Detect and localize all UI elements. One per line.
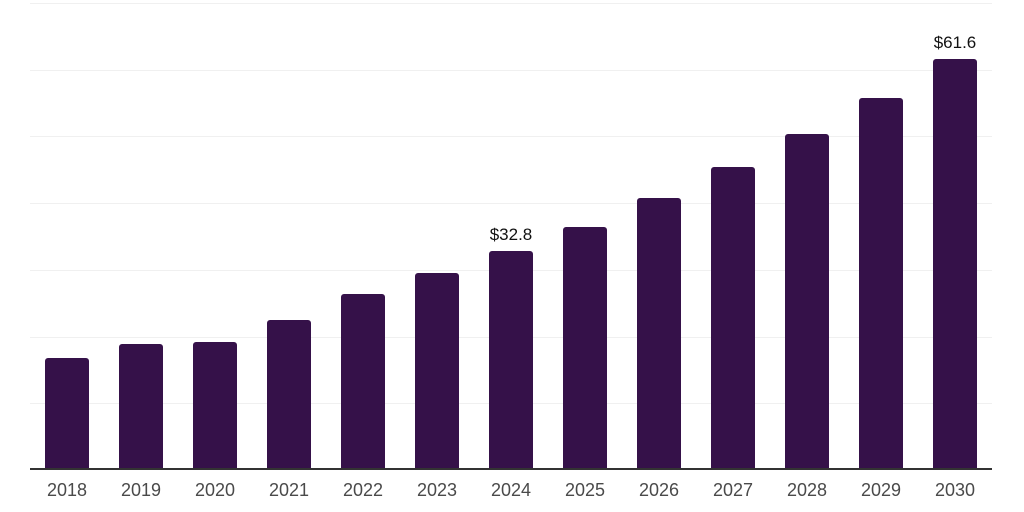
x-tick-label-2021: 2021 [268, 480, 310, 500]
bar-slot-2021 [252, 319, 326, 470]
gridline-70 [30, 3, 992, 4]
bars-row: $32.8 $61.6 [30, 0, 992, 470]
x-tick-label-2027: 2027 [712, 480, 754, 500]
x-tick-label-2018: 2018 [46, 480, 88, 500]
bar-slot-2019 [104, 343, 178, 470]
plot-area: $32.8 $61.6 [30, 0, 992, 470]
x-tick-label-2022: 2022 [342, 480, 384, 500]
x-axis-labels: 2018 2019 2020 2021 2022 2023 2024 2025 2026 2027… [30, 480, 992, 501]
bar-2026[interactable] [637, 197, 681, 470]
x-tick-label-2019: 2019 [120, 480, 162, 500]
x-tick-label-2026: 2026 [638, 480, 680, 500]
bar-2019[interactable] [119, 343, 163, 470]
bar-2022[interactable] [341, 293, 385, 470]
bar-value-label-2030: $61.6 [933, 33, 977, 53]
x-axis-line [30, 468, 992, 470]
bar-slot-2025 [548, 226, 622, 470]
bar-slot-2029 [844, 97, 918, 470]
bar-2020[interactable] [193, 341, 237, 470]
x-tick-label-2029: 2029 [860, 480, 902, 500]
bar-slot-2023 [400, 272, 474, 470]
bar-slot-2020 [178, 341, 252, 470]
bar-slot-2026 [622, 197, 696, 470]
x-tick-label-2028: 2028 [786, 480, 828, 500]
bar-2024[interactable] [489, 251, 533, 470]
bar-value-label-2024: $32.8 [489, 225, 533, 245]
bar-2030[interactable] [933, 59, 977, 470]
x-tick-label-2023: 2023 [416, 480, 458, 500]
gridline-50 [30, 136, 992, 138]
bar-2028[interactable] [785, 133, 829, 470]
bar-slot-2022 [326, 293, 400, 470]
bar-2021[interactable] [267, 319, 311, 470]
bar-2018[interactable] [45, 357, 89, 470]
x-tick-label-2024: 2024 [490, 480, 532, 500]
bar-slot-2024: $32.8 [474, 225, 548, 470]
bar-2023[interactable] [415, 272, 459, 470]
x-tick-label-2030: 2030 [934, 480, 976, 500]
gridline-60 [30, 69, 992, 71]
bar-2025[interactable] [563, 226, 607, 470]
gridline-40 [30, 203, 992, 205]
bar-slot-2018 [30, 357, 104, 470]
bar-2027[interactable] [711, 167, 755, 470]
bar-2029[interactable] [859, 97, 903, 470]
bar-slot-2027 [696, 167, 770, 470]
bar-slot-2028 [770, 133, 844, 470]
x-tick-label-2020: 2020 [194, 480, 236, 500]
bar-slot-2030: $61.6 [918, 33, 992, 470]
x-tick-label-2025: 2025 [564, 480, 606, 500]
